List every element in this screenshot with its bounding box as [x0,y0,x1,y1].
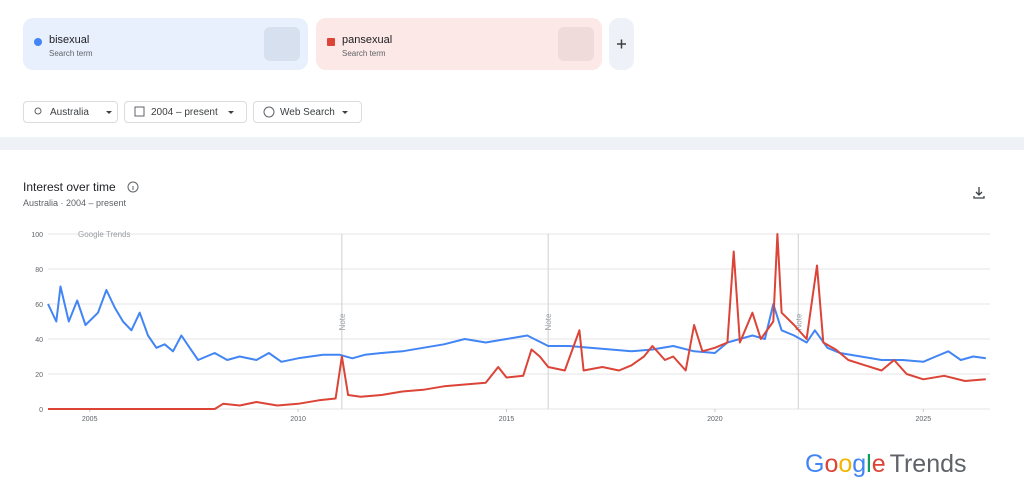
y-tick-label: 60 [35,302,43,309]
chart-title: Interest over time [23,180,116,194]
y-tick-label: 40 [35,337,43,344]
y-tick-label: 20 [35,372,43,379]
filter[interactable]: 2004 – present [124,101,247,123]
filter-icons [263,106,348,118]
logo-brand: Google [805,450,886,478]
filter-icons [34,107,112,115]
filter-label: Australia [50,107,89,118]
term-card[interactable]: pansexual Search term [316,18,602,70]
x-tick-label: 2010 [290,416,306,423]
info-icon[interactable] [127,181,139,193]
note-label: Note [338,313,347,330]
download-icon[interactable] [972,186,986,200]
note-label: Note [794,313,803,330]
logo-letter: G [805,450,825,478]
chart: 0 20 40 60 80 100 2005 2010 2015 2020 2025 Google T… [31,230,990,423]
plus-icon [617,39,626,49]
term-dot [34,38,42,46]
y-tick-label: 80 [35,267,43,274]
term-dot [327,38,335,46]
x-tick-label: 2025 [916,416,932,423]
watermark: Google Trends [78,230,130,239]
add-term[interactable] [609,18,634,70]
series-line [48,233,986,410]
filter-label: Web Search [280,107,335,118]
logo-letter: o [838,450,853,478]
x-tick-label: 2005 [82,416,98,423]
compare-icon[interactable] [558,27,594,61]
filter[interactable]: Australia [23,101,118,123]
divider [0,137,1024,150]
compare-icon[interactable] [264,27,300,61]
term-name: bisexual [49,34,90,46]
term-sub: Search term [49,49,93,58]
y-tick-label: 100 [31,232,43,239]
logo-product: Trends [889,450,967,478]
term-sub: Search term [342,49,386,58]
filter-icons [134,106,234,117]
logo-letter: g [852,450,867,478]
filter[interactable]: Web Search [253,101,362,123]
term-name: pansexual [342,34,393,46]
filter-label: 2004 – present [151,107,218,118]
logo-letter: o [824,450,839,478]
y-tick-label: 0 [39,407,43,414]
series-line [47,285,986,363]
term-card[interactable]: bisexual Search term [23,18,308,70]
logo-letter: e [871,450,886,478]
x-tick-label: 2015 [499,416,515,423]
chart-subtitle: Australia · 2004 – present [23,198,127,208]
x-tick-label: 2020 [707,416,723,423]
logo-letter: l [866,450,872,478]
note-label: Note [544,313,553,330]
logo: Google Trends [805,450,967,479]
